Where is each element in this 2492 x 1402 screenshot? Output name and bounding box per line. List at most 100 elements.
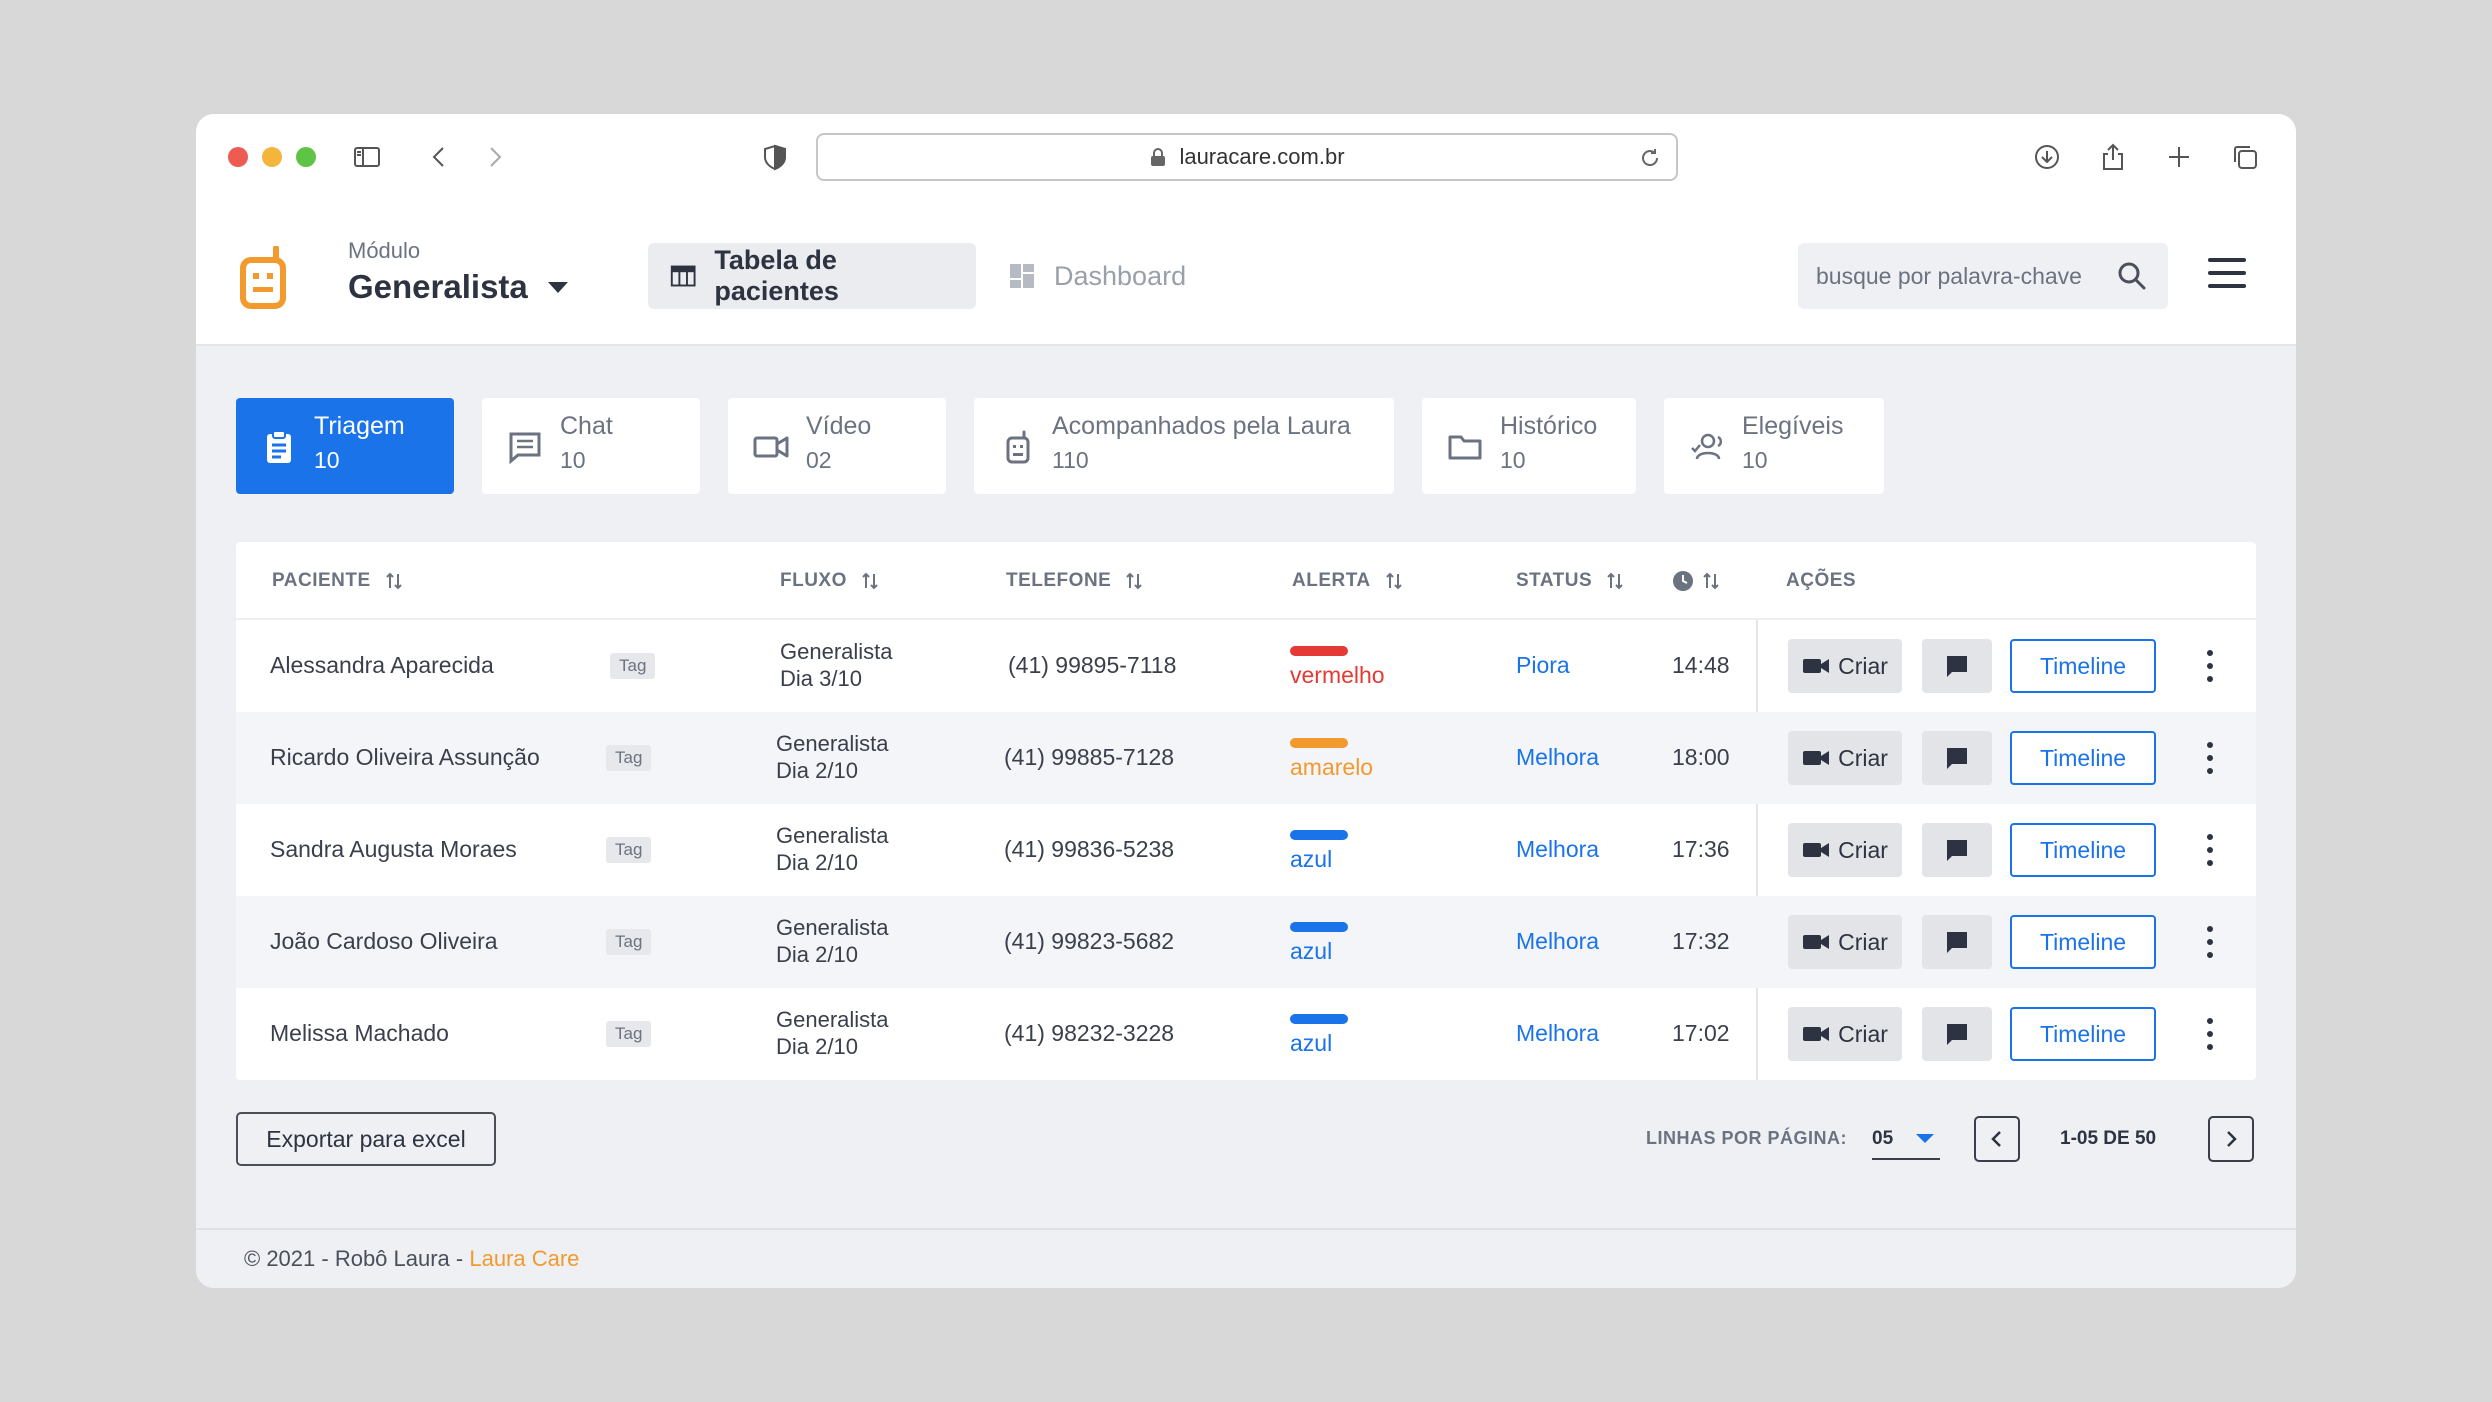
status-cell: Piora (1516, 652, 1570, 678)
sort-icon[interactable] (1702, 571, 1720, 591)
sort-icon[interactable] (385, 571, 403, 591)
module-selector[interactable]: Generalista (348, 268, 528, 305)
tab-dashboard[interactable]: Dashboard (986, 243, 1226, 309)
filter-card-historico[interactable]: Histórico 10 (1422, 398, 1636, 494)
tabs-overview-icon[interactable] (2228, 140, 2262, 174)
table-row[interactable]: João Cardoso Oliveira Tag Generalista Di… (236, 896, 2256, 988)
phone-cell: (41) 99895-7118 (1008, 652, 1177, 678)
column-telefone[interactable]: TELEFONE (1006, 570, 1143, 592)
message-button[interactable] (1922, 639, 1992, 693)
filter-count: 02 (806, 447, 832, 473)
timeline-button[interactable]: Timeline (2010, 823, 2156, 877)
forward-icon[interactable] (478, 140, 512, 174)
table-row[interactable]: Ricardo Oliveira Assunção Tag Generalist… (236, 712, 2256, 804)
alert-label: vermelho (1290, 662, 1385, 688)
criar-video-button[interactable]: Criar (1788, 823, 1902, 877)
timeline-button[interactable]: Timeline (2010, 1007, 2156, 1061)
patient-name[interactable]: Sandra Augusta Moraes (270, 836, 517, 862)
filter-card-video[interactable]: Vídeo 02 (728, 398, 946, 494)
close-window-button[interactable] (228, 147, 248, 167)
sort-icon[interactable] (1385, 571, 1403, 591)
message-button[interactable] (1922, 915, 1992, 969)
address-bar[interactable]: lauracare.com.br (816, 133, 1678, 181)
filter-card-triagem[interactable]: Triagem 10 (236, 398, 454, 494)
message-icon (1947, 748, 1967, 769)
phone-cell: (41) 99885-7128 (1004, 744, 1175, 770)
criar-video-button[interactable]: Criar (1788, 639, 1902, 693)
alert-bar-blue (1290, 830, 1348, 840)
alert-bar-yellow (1290, 738, 1348, 748)
column-label: TELEFONE (1006, 570, 1112, 591)
message-button[interactable] (1922, 1007, 1992, 1061)
column-status[interactable]: STATUS (1516, 570, 1624, 592)
alert-bar-blue (1290, 922, 1348, 932)
timeline-button[interactable]: Timeline (2010, 639, 2156, 693)
next-page-button[interactable] (2208, 1116, 2254, 1162)
filter-card-acompanhados[interactable]: Acompanhados pela Laura 110 (974, 398, 1394, 494)
video-icon (753, 436, 789, 458)
alert-label: azul (1290, 938, 1333, 964)
patient-name[interactable]: João Cardoso Oliveira (270, 928, 498, 954)
sort-icon[interactable] (1606, 571, 1624, 591)
table-row[interactable]: Melissa Machado Tag Generalista Dia 2/10… (236, 988, 2256, 1080)
table-row[interactable]: Alessandra Aparecida Tag Generalista Dia… (236, 620, 2256, 712)
sidebar-toggle-icon[interactable] (350, 140, 384, 174)
search-input[interactable] (1816, 243, 2106, 309)
reload-icon[interactable] (1638, 146, 1662, 170)
criar-label: Criar (1838, 1020, 1888, 1047)
column-fluxo[interactable]: FLUXO (780, 570, 879, 592)
time-cell: 18:00 (1672, 744, 1730, 770)
criar-video-button[interactable]: Criar (1788, 915, 1902, 969)
column-paciente[interactable]: PACIENTE (272, 570, 403, 592)
search-icon[interactable] (2116, 260, 2148, 292)
column-label: PACIENTE (272, 570, 371, 591)
more-options-icon[interactable] (2198, 646, 2222, 686)
lock-icon (1151, 148, 1166, 166)
filter-card-elegiveis[interactable]: Elegíveis 10 (1664, 398, 1884, 494)
table-row[interactable]: Sandra Augusta Moraes Tag Generalista Di… (236, 804, 2256, 896)
more-options-icon[interactable] (2198, 830, 2222, 870)
back-icon[interactable] (422, 140, 456, 174)
new-tab-icon[interactable] (2162, 140, 2196, 174)
privacy-shield-icon[interactable] (758, 140, 792, 174)
more-options-icon[interactable] (2198, 1014, 2222, 1054)
column-label: ALERTA (1292, 570, 1371, 591)
lines-per-page-select[interactable]: 05 (1872, 1116, 1940, 1160)
filter-count: 110 (1052, 447, 1089, 473)
menu-icon[interactable] (2208, 258, 2246, 288)
download-icon[interactable] (2030, 140, 2064, 174)
laura-care-link[interactable]: Laura Care (469, 1246, 580, 1271)
column-time[interactable] (1672, 570, 1720, 592)
export-excel-button[interactable]: Exportar para excel (236, 1112, 496, 1166)
maximize-window-button[interactable] (296, 147, 316, 167)
message-button[interactable] (1922, 823, 1992, 877)
url-text: lauracare.com.br (1179, 144, 1345, 169)
more-options-icon[interactable] (2198, 738, 2222, 778)
sort-icon[interactable] (861, 571, 879, 591)
status-cell: Melhora (1516, 928, 1600, 954)
criar-video-button[interactable]: Criar (1788, 731, 1902, 785)
more-options-icon[interactable] (2198, 922, 2222, 962)
copyright-prefix: © 2021 - Robô Laura - (244, 1246, 470, 1271)
previous-page-button[interactable] (1974, 1116, 2020, 1162)
patient-name[interactable]: Alessandra Aparecida (270, 652, 494, 678)
filter-card-chat[interactable]: Chat 10 (482, 398, 700, 494)
patient-name[interactable]: Ricardo Oliveira Assunção (270, 744, 540, 770)
patient-name[interactable]: Melissa Machado (270, 1020, 449, 1046)
criar-video-button[interactable]: Criar (1788, 1007, 1902, 1061)
fluxo-name: Generalista (780, 639, 893, 664)
filter-count: 10 (1742, 447, 1768, 473)
sort-icon[interactable] (1125, 571, 1143, 591)
timeline-button[interactable]: Timeline (2010, 731, 2156, 785)
minimize-window-button[interactable] (262, 147, 282, 167)
criar-label: Criar (1838, 928, 1888, 955)
tab-tabela-de-pacientes[interactable]: Tabela de pacientes (648, 243, 976, 309)
column-alerta[interactable]: ALERTA (1292, 570, 1403, 592)
share-icon[interactable] (2096, 140, 2130, 174)
clock-icon (1673, 571, 1693, 591)
timeline-button[interactable]: Timeline (2010, 915, 2156, 969)
chevron-right-icon (2227, 1131, 2237, 1147)
message-button[interactable] (1922, 731, 1992, 785)
phone-cell: (41) 98232-3228 (1004, 1020, 1175, 1046)
chevron-down-icon[interactable] (548, 282, 568, 293)
